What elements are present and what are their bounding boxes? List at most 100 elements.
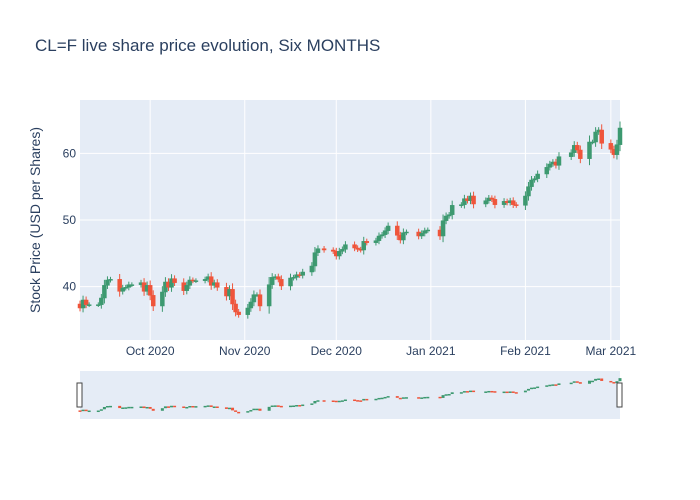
candle bbox=[501, 198, 507, 208]
range-slider-candle bbox=[365, 398, 369, 401]
range-slider-candle bbox=[356, 400, 360, 402]
candle bbox=[443, 212, 449, 225]
candle bbox=[471, 191, 476, 209]
candle bbox=[462, 194, 467, 209]
range-slider-candle bbox=[511, 391, 515, 393]
y-axis-ticks: 40 50 60 bbox=[63, 146, 77, 293]
range-slider-candle bbox=[362, 398, 366, 401]
range-slider-right-handle[interactable] bbox=[616, 382, 623, 408]
range-slider-candle bbox=[353, 399, 357, 402]
candle bbox=[193, 278, 199, 283]
range-slider-candle bbox=[493, 391, 497, 393]
range-slider-candle bbox=[591, 380, 595, 383]
candle bbox=[510, 197, 516, 208]
candle bbox=[266, 277, 272, 314]
range-slider-candle bbox=[279, 405, 283, 408]
candle bbox=[215, 279, 220, 291]
candle bbox=[294, 271, 299, 281]
candle bbox=[96, 302, 101, 307]
range-slider-candle bbox=[151, 408, 155, 411]
candle bbox=[532, 176, 537, 183]
range-slider-candle bbox=[322, 400, 326, 402]
candle bbox=[614, 139, 620, 160]
candle bbox=[169, 274, 174, 292]
candle bbox=[279, 275, 284, 290]
candle bbox=[202, 276, 208, 284]
candle bbox=[126, 281, 132, 291]
range-slider-candle bbox=[450, 392, 454, 395]
candle bbox=[492, 195, 498, 209]
range-slider-candle bbox=[212, 406, 216, 408]
range-slider-candle bbox=[142, 406, 146, 409]
range-slider-candle bbox=[572, 381, 576, 383]
range-slider-candle bbox=[270, 405, 274, 408]
candle bbox=[83, 296, 89, 309]
range-slider-candle bbox=[465, 391, 469, 393]
range-slider-candle bbox=[124, 407, 128, 409]
range-slider-candle bbox=[484, 391, 488, 393]
range-slider-candle bbox=[127, 406, 131, 409]
x-tick-label: Nov 2020 bbox=[219, 344, 271, 358]
range-slider-candle bbox=[548, 384, 552, 387]
candle bbox=[315, 245, 321, 256]
range-slider-candle bbox=[401, 397, 405, 399]
candle bbox=[172, 275, 177, 286]
candle bbox=[343, 241, 348, 253]
candle bbox=[251, 290, 257, 307]
range-slider-candle bbox=[166, 406, 170, 408]
range-slider-left-handle[interactable] bbox=[76, 382, 83, 408]
range-slider-candle bbox=[615, 381, 619, 384]
candle bbox=[449, 200, 455, 220]
range-slider-candle bbox=[575, 381, 579, 383]
candle bbox=[529, 176, 534, 191]
candle bbox=[120, 284, 125, 295]
range-slider-candle bbox=[597, 378, 601, 380]
candle bbox=[617, 121, 623, 152]
candle bbox=[459, 202, 464, 208]
range-slider-candle bbox=[343, 399, 347, 402]
candle bbox=[382, 227, 388, 238]
candle bbox=[309, 262, 315, 276]
range-slider-candle bbox=[118, 405, 122, 409]
range-slider[interactable] bbox=[76, 371, 623, 419]
range-slider-candle bbox=[594, 378, 598, 381]
range-slider-candle bbox=[377, 397, 381, 400]
range-slider-candle bbox=[508, 391, 512, 393]
range-slider-candle bbox=[224, 407, 228, 409]
candle bbox=[376, 232, 382, 245]
range-slider-candle bbox=[258, 408, 262, 411]
range-slider-candle bbox=[386, 396, 390, 398]
candle bbox=[330, 247, 336, 254]
candle bbox=[337, 247, 342, 260]
candle bbox=[230, 283, 235, 310]
candle bbox=[483, 197, 489, 208]
range-slider-candle bbox=[84, 409, 88, 412]
range-slider-candle bbox=[215, 406, 219, 408]
candle bbox=[379, 232, 385, 239]
candle bbox=[425, 227, 431, 234]
range-slider-candle bbox=[487, 390, 491, 393]
candle bbox=[575, 141, 580, 154]
range-slider-candle bbox=[105, 406, 109, 408]
range-slider-candle bbox=[533, 387, 537, 389]
range-slider-candle bbox=[554, 384, 558, 386]
range-slider-candle bbox=[148, 406, 152, 409]
range-slider-candle bbox=[194, 406, 198, 408]
candle bbox=[147, 280, 153, 301]
range-slider-candle bbox=[203, 405, 207, 408]
range-slider-candle bbox=[78, 410, 82, 412]
candle bbox=[150, 290, 156, 311]
range-slider-candle bbox=[505, 391, 509, 394]
candle bbox=[568, 149, 574, 160]
candle bbox=[321, 246, 327, 253]
range-slider-candle bbox=[273, 405, 277, 407]
candle bbox=[514, 202, 519, 208]
x-tick-label: Dec 2020 bbox=[311, 344, 363, 358]
range-slider-candle bbox=[316, 400, 320, 402]
y-tick-label: 50 bbox=[63, 213, 77, 227]
range-slider-candle bbox=[185, 406, 189, 409]
candle bbox=[523, 191, 528, 210]
range-slider-candle bbox=[255, 408, 259, 411]
range-slider-candle bbox=[173, 405, 177, 408]
